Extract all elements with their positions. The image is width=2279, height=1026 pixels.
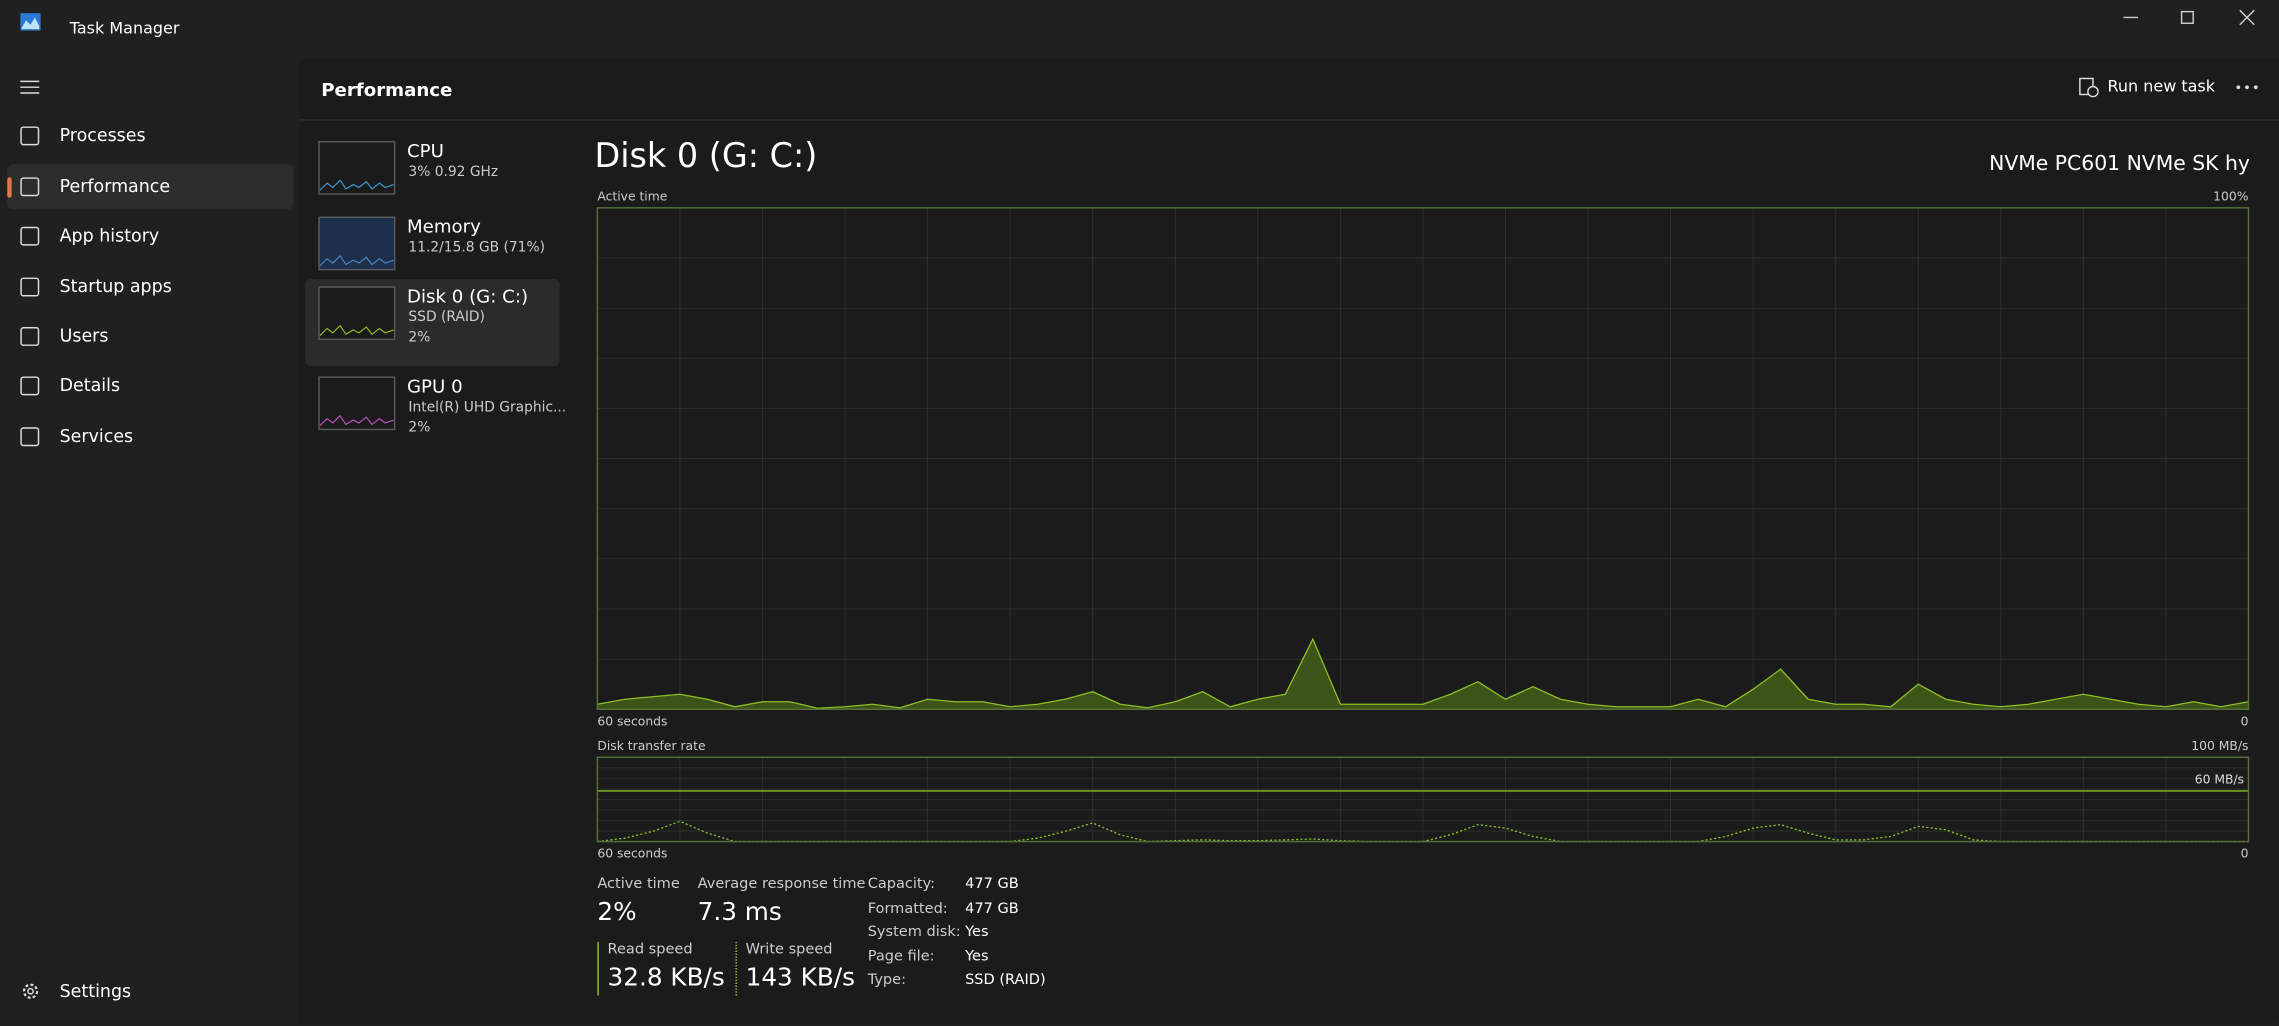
device-detail: 11.2/15.8 GB (71%)	[408, 239, 545, 256]
property-label: Page file:	[867, 948, 935, 965]
stat-value: 2%	[597, 898, 637, 928]
nav-icon	[20, 427, 40, 447]
nav-item[interactable]: Performance	[59, 175, 171, 197]
nav-icon	[20, 226, 40, 246]
chart-title: Active time	[597, 190, 667, 204]
property-value: SSD (RAID)	[965, 972, 1046, 989]
y-tick-label: 100%	[2213, 190, 2249, 204]
nav-item[interactable]: Details	[59, 374, 121, 396]
thumb-graph	[319, 414, 395, 427]
property-value: 477 GB	[965, 900, 1019, 917]
stat-value: 143 KB/s	[745, 963, 855, 993]
device-detail: 3% 0.92 GHz	[408, 164, 499, 181]
nav-item[interactable]: Processes	[59, 124, 146, 146]
disk-model: NVMe PC601 NVMe SK hy	[1989, 152, 2250, 176]
thumb-graph	[319, 324, 395, 337]
stat-value: 32.8 KB/s	[607, 963, 725, 993]
chart-border	[596, 756, 2250, 843]
nav-selected	[7, 164, 294, 210]
device-name[interactable]: GPU 0	[406, 374, 463, 397]
property-label: Type:	[867, 972, 906, 989]
x-tick-label: 60 seconds	[597, 847, 667, 861]
property-value: Yes	[965, 948, 989, 965]
nav-icon	[20, 327, 40, 346]
device-thumb	[318, 140, 396, 195]
disk-title: Disk 0 (G: C:)	[594, 138, 818, 176]
main-panel	[299, 58, 2279, 1024]
app-icon	[20, 13, 41, 31]
thumb-graph	[319, 254, 395, 267]
area-line	[597, 637, 2249, 709]
nav-icon	[20, 277, 40, 297]
read-indicator	[597, 941, 599, 996]
stat-value: 7.3 ms	[697, 898, 782, 928]
nav-icon	[20, 177, 40, 197]
more-button[interactable]	[2235, 83, 2258, 92]
divider	[299, 119, 2279, 121]
stat-label: Average response time	[697, 876, 866, 893]
write-indicator	[735, 941, 737, 996]
window-controls[interactable]	[2115, 6, 2268, 29]
property-label: Formatted:	[867, 900, 948, 917]
stat-label: Write speed	[745, 941, 833, 958]
stat-label: Read speed	[607, 941, 693, 958]
property-label: Capacity:	[867, 876, 936, 893]
device-detail: SSD (RAID)	[408, 309, 485, 326]
x-tick-label: 60 seconds	[597, 714, 667, 728]
charts: Active time 100% 60 seconds 0 Disk transfer …	[596, 190, 2250, 861]
nav-icon	[20, 126, 40, 146]
y-tick-label: 100 MB/s	[2191, 739, 2248, 753]
chart-title: Disk transfer rate	[597, 739, 705, 753]
page-title: Performance	[321, 78, 453, 101]
device-detail: 2%	[408, 420, 431, 437]
nav-item[interactable]: App history	[59, 225, 160, 246]
thumb-graph	[319, 179, 395, 191]
device-detail: Intel(R) UHD Graphic...	[408, 399, 567, 416]
property-value: 477 GB	[965, 876, 1019, 893]
device-thumb	[318, 376, 396, 431]
run-task-icon	[2079, 77, 2099, 98]
device-thumb	[318, 216, 396, 271]
settings-icon	[22, 983, 39, 999]
nav-icon	[20, 376, 40, 396]
nav-indicator	[7, 177, 12, 198]
device-name[interactable]: Memory	[406, 215, 481, 237]
nav-item[interactable]: Services	[59, 425, 134, 447]
device-name[interactable]: CPU	[406, 139, 444, 162]
run-new-task[interactable]: Run new task	[2107, 77, 2216, 96]
x-tick-label: 0	[2241, 714, 2249, 728]
property-label: System disk:	[867, 924, 961, 941]
settings[interactable]: Settings	[59, 981, 132, 1002]
menu-button[interactable]	[19, 78, 42, 95]
chart-border	[596, 207, 2250, 711]
window-title: Task Manager	[69, 18, 180, 38]
nav-item[interactable]: Users	[59, 325, 109, 346]
device-name[interactable]: Disk 0 (G: C:)	[406, 284, 529, 307]
device-thumb	[318, 286, 396, 341]
property-value: Yes	[965, 924, 989, 941]
stat-label: Active time	[597, 876, 680, 893]
nav-item[interactable]: Startup apps	[59, 276, 172, 297]
y-tick-label: 60 MB/s	[2195, 773, 2244, 787]
device-detail: 2%	[408, 329, 431, 346]
x-tick-label: 0	[2241, 847, 2249, 861]
